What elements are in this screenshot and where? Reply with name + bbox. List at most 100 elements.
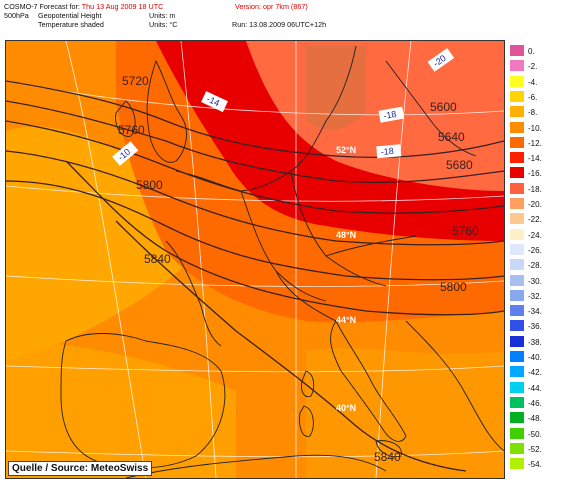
legend-entry: -30. (510, 274, 556, 286)
legend-entry: -8. (510, 106, 556, 118)
contour-labels: 5720 5760 5800 5840 5600 5640 5680 5760 … (118, 74, 479, 464)
legend-entry: -4. (510, 75, 556, 87)
legend-entry: -22. (510, 213, 556, 225)
legend-label: -2. (528, 62, 538, 72)
temp-label: -18 (383, 109, 398, 121)
contour-label: 5800 (440, 280, 467, 294)
model-version: Version: opr 7km (867) (235, 2, 308, 11)
legend-entry: -14. (510, 152, 556, 164)
legend-label: -10. (528, 123, 542, 133)
model-run: Run: 13.08.2009 06UTC+12h (232, 20, 327, 29)
contour-5640 (6, 100, 504, 183)
legend-label: -52. (528, 444, 542, 454)
legend-entry: -2. (510, 60, 556, 72)
legend-entry: -50. (510, 427, 556, 439)
legend-entry: -52. (510, 442, 556, 454)
contour-5800 (65, 160, 504, 316)
legend-label: -14. (528, 154, 542, 164)
legend-swatch (510, 458, 524, 470)
source-credit: Quelle / Source: MeteoSwiss (8, 461, 153, 476)
legend-swatch (510, 75, 524, 87)
legend-entry: -10. (510, 121, 556, 133)
legend-swatch (510, 182, 524, 194)
contour-label: 5720 (122, 74, 149, 88)
legend-swatch (510, 427, 524, 439)
legend-label: -54. (528, 460, 542, 470)
legend-label: -32. (528, 291, 542, 301)
legend-entry: -28. (510, 259, 556, 271)
legend-label: -12. (528, 138, 542, 148)
legend-entry: -46. (510, 396, 556, 408)
legend-entry: -34. (510, 305, 556, 317)
legend-swatch (510, 45, 524, 56)
legend-label: -38. (528, 337, 542, 347)
temperature-legend: 0. -2. -4. -6. -8. -10. -12. -14. -16. -18. -20. -2… (510, 45, 556, 475)
legend-swatch (510, 351, 524, 362)
warm-region-southeast (306, 348, 504, 478)
legend-swatch (510, 243, 524, 255)
legend-label: -36. (528, 322, 542, 332)
legend-swatch (510, 198, 524, 209)
contour-label: 5680 (446, 158, 473, 172)
legend-swatch (510, 90, 524, 102)
legend-entry: -32. (510, 289, 556, 301)
legend-label: -50. (528, 429, 542, 439)
legend-label: -8. (528, 108, 538, 118)
forecast-header: COSMO-7 Forecast for: Thu 13 Aug 2009 18… (4, 2, 504, 38)
contour-label: 5600 (430, 100, 457, 114)
contour-5720 (6, 150, 504, 246)
forecast-date: Thu 13 Aug 2009 18 UTC (81, 2, 164, 11)
legend-swatch (510, 305, 524, 317)
pressure-level: 500hPa (4, 11, 29, 20)
legend-swatch (510, 381, 524, 393)
temp-label: -18 (380, 146, 394, 157)
legend-label: -20. (528, 200, 542, 209)
legend-swatch (510, 228, 524, 240)
contour-5840 (115, 220, 467, 472)
contour-5600 (6, 80, 504, 158)
legend-entry: -20. (510, 198, 556, 209)
legend-swatch (510, 412, 524, 424)
legend-entry: -12. (510, 136, 556, 148)
legend-entry: -18. (510, 182, 556, 194)
lat-label: 48°N (336, 230, 356, 240)
legend-entry: -24. (510, 228, 556, 240)
shading-field: Temperature shaded (38, 20, 104, 29)
legend-entry: -54. (510, 458, 556, 470)
legend-label: -28. (528, 261, 542, 271)
contour-5680 (6, 120, 504, 214)
field-units: Units: m (149, 11, 176, 20)
legend-label: 0. (528, 47, 535, 56)
legend-label: -44. (528, 383, 542, 393)
field-name: Geopotential Height (38, 11, 102, 20)
legend-label: -24. (528, 230, 542, 240)
legend-swatch (510, 335, 524, 347)
legend-label: -34. (528, 307, 542, 317)
legend-label: -18. (528, 184, 542, 194)
contour-label: 5760 (118, 123, 145, 137)
legend-label: -30. (528, 276, 542, 286)
legend-entry: -26. (510, 243, 556, 255)
lat-label: 40°N (336, 403, 356, 413)
legend-swatch (510, 366, 524, 378)
contour-label: 5760 (452, 224, 479, 238)
legend-swatch (510, 167, 524, 179)
map-canvas: 5720 5760 5800 5840 5600 5640 5680 5760 … (6, 41, 504, 478)
legend-swatch (510, 152, 524, 164)
legend-label: -22. (528, 215, 542, 225)
legend-label: -48. (528, 414, 542, 424)
legend-label: -16. (528, 169, 542, 179)
legend-label: -42. (528, 368, 542, 378)
legend-swatch (510, 106, 524, 118)
legend-swatch (510, 396, 524, 408)
legend-entry: -36. (510, 320, 556, 332)
legend-swatch (510, 136, 524, 148)
legend-swatch (510, 274, 524, 286)
legend-swatch (510, 121, 524, 133)
legend-swatch (510, 259, 524, 271)
contour-label: 5840 (374, 450, 401, 464)
model-title: COSMO-7 Forecast for: (4, 2, 80, 11)
legend-swatch (510, 289, 524, 301)
graticule (6, 41, 504, 478)
legend-label: -40. (528, 353, 542, 362)
